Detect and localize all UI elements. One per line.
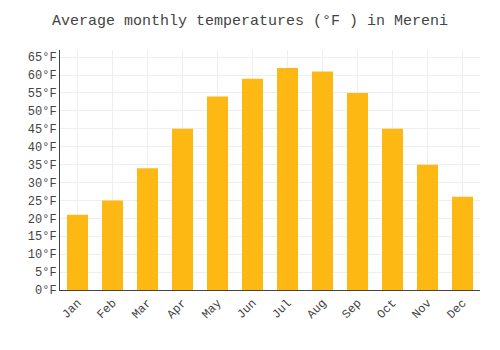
svg-text:Feb: Feb bbox=[94, 297, 119, 322]
svg-text:Mar: Mar bbox=[129, 297, 154, 322]
svg-text:May: May bbox=[199, 297, 224, 322]
svg-text:55°F: 55°F bbox=[28, 87, 57, 101]
svg-text:5°F: 5°F bbox=[35, 266, 57, 280]
svg-text:Nov: Nov bbox=[409, 297, 434, 322]
svg-text:Average monthly temperatures (: Average monthly temperatures (°F ) in Me… bbox=[52, 13, 448, 30]
svg-text:30°F: 30°F bbox=[28, 177, 57, 191]
svg-text:Jan: Jan bbox=[59, 297, 84, 322]
svg-text:50°F: 50°F bbox=[28, 105, 57, 119]
svg-text:45°F: 45°F bbox=[28, 123, 57, 137]
svg-text:35°F: 35°F bbox=[28, 159, 57, 173]
svg-text:25°F: 25°F bbox=[28, 195, 57, 209]
svg-text:10°F: 10°F bbox=[28, 248, 57, 262]
svg-text:20°F: 20°F bbox=[28, 213, 57, 227]
svg-text:40°F: 40°F bbox=[28, 141, 57, 155]
svg-text:15°F: 15°F bbox=[28, 230, 57, 244]
svg-text:65°F: 65°F bbox=[28, 51, 57, 65]
svg-text:Aug: Aug bbox=[304, 297, 329, 322]
svg-text:Sep: Sep bbox=[339, 297, 364, 322]
svg-text:0°F: 0°F bbox=[35, 284, 57, 298]
svg-text:Oct: Oct bbox=[374, 297, 399, 322]
svg-text:Apr: Apr bbox=[164, 297, 189, 322]
svg-text:Dec: Dec bbox=[444, 297, 469, 322]
svg-text:Jun: Jun bbox=[234, 297, 259, 322]
svg-text:Jul: Jul bbox=[269, 297, 294, 322]
svg-text:60°F: 60°F bbox=[28, 69, 57, 83]
